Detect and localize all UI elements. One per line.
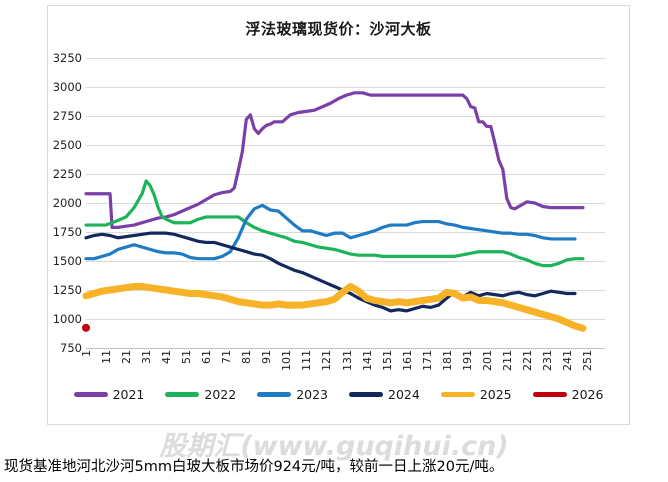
chart-legend: 2021 2022 2023 2024 2025 2026 <box>48 387 629 402</box>
legend-item-2023[interactable]: 2023 <box>257 387 328 402</box>
x-axis-tick-label: 71 <box>220 350 234 364</box>
x-axis-tick-label: 241 <box>560 350 574 371</box>
x-axis-tick-label: 231 <box>540 350 554 371</box>
x-axis-tick-label: 131 <box>340 350 354 371</box>
legend-label-2024: 2024 <box>388 387 420 402</box>
y-axis-labels: 3250 3000 2750 2500 2250 2000 1750 1500 1250 1000… <box>48 51 82 355</box>
x-axis-tick-label: 101 <box>280 350 294 371</box>
series-line-2022 <box>84 179 585 268</box>
legend-item-2021[interactable]: 2021 <box>73 387 145 402</box>
legend-swatch-2022 <box>165 392 200 397</box>
x-axis-tick-label: 191 <box>460 350 474 371</box>
y-axis-tick-label: 1500 <box>52 254 82 268</box>
legend-label-2025: 2025 <box>479 387 512 402</box>
legend-swatch-2023 <box>257 392 292 397</box>
legend-swatch-2026 <box>532 392 567 397</box>
series-line-2025 <box>82 283 587 332</box>
series-line-2024 <box>84 231 577 313</box>
x-axis-tick-label: 171 <box>420 350 434 371</box>
x-axis-tick-label: 111 <box>300 350 314 371</box>
footnote-text: 现货基准地河北沙河5mm白玻大板市场价924元/吨，较前一日上涨20元/吨。 <box>4 459 504 475</box>
series-line-2021 <box>84 91 585 229</box>
legend-label-2021: 2021 <box>112 387 145 402</box>
x-axis-tick-label: 201 <box>480 350 494 371</box>
x-axis-tick-label: 91 <box>260 350 274 364</box>
x-axis-tick-label: 251 <box>580 350 594 371</box>
y-axis-tick-label: 750 <box>60 341 82 355</box>
legend-item-2025[interactable]: 2025 <box>440 387 512 402</box>
legend-label-2023: 2023 <box>296 387 328 402</box>
legend-item-2026[interactable]: 2026 <box>532 387 604 402</box>
x-axis-line <box>86 348 605 349</box>
x-axis-tick-label: 41 <box>160 350 174 364</box>
legend-label-2022: 2022 <box>204 387 237 402</box>
x-axis-tick-label: 141 <box>360 350 374 371</box>
legend-item-2022[interactable]: 2022 <box>165 387 236 402</box>
chart-card: 浮法玻璃现货价：沙河大板 3250 3000 2750 2500 2250 2000 175… <box>47 5 630 425</box>
x-axis-tick-label: 221 <box>520 350 534 371</box>
y-axis-tick-label: 2000 <box>52 196 82 210</box>
y-axis-tick-label: 1000 <box>52 312 82 326</box>
x-axis-tick-label: 11 <box>100 350 114 364</box>
x-axis-tick-label: 161 <box>400 350 414 371</box>
x-axis-tick-label: 51 <box>180 350 194 364</box>
y-axis-tick-label: 3250 <box>52 51 82 65</box>
x-axis-tick-label: 31 <box>140 350 154 364</box>
series-line-2023 <box>84 203 577 261</box>
plot-area <box>82 58 605 349</box>
y-axis-tick-label: 2500 <box>52 138 82 152</box>
x-axis-tick-label: 1 <box>80 350 93 357</box>
x-axis-tick-label: 121 <box>320 350 334 371</box>
x-axis-tick-label: 151 <box>380 350 394 371</box>
legend-label-2026: 2026 <box>571 387 604 402</box>
series-lines <box>82 91 587 332</box>
x-axis-tick-label: 211 <box>500 350 514 371</box>
x-axis-tick-label: 181 <box>440 350 454 371</box>
chart-title: 浮法玻璃现货价：沙河大板 <box>245 20 432 38</box>
legend-item-2024[interactable]: 2024 <box>349 387 420 402</box>
x-axis-tick-label: 61 <box>200 350 214 364</box>
y-axis-tick-label: 1750 <box>52 225 82 239</box>
legend-swatch-2025 <box>440 392 475 397</box>
series-marker-2026 <box>82 323 90 332</box>
y-axis-tick-label: 1250 <box>52 283 82 297</box>
y-axis-tick-label: 2750 <box>52 109 82 123</box>
y-axis-tick-label: 3000 <box>52 80 82 94</box>
x-axis-tick-label: 81 <box>240 350 254 364</box>
legend-swatch-2024 <box>349 392 383 397</box>
x-axis-tick-label: 21 <box>120 350 134 364</box>
y-axis-tick-label: 2250 <box>52 167 82 181</box>
legend-swatch-2021 <box>73 392 108 397</box>
x-axis-labels: 1 11 21 31 41 51 61 71 81 91 101 111 121 131 141 151 161… <box>80 350 605 384</box>
